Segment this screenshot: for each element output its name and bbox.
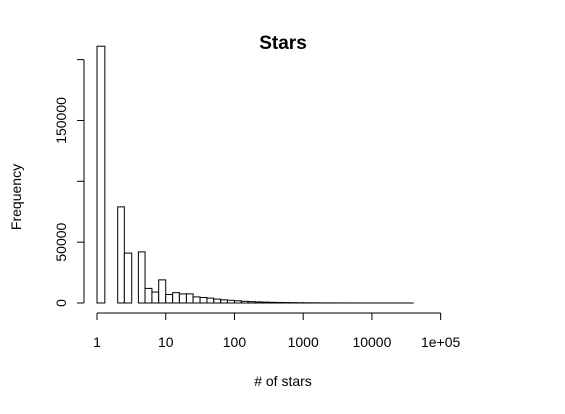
histogram-bar-12 bbox=[178, 293, 187, 304]
chart-title: Stars bbox=[259, 33, 307, 54]
y-axis-label: Frequency bbox=[8, 164, 24, 230]
histogram-bar-26 bbox=[275, 301, 284, 304]
x-axis: 1 10 100 1000 10000 1e+05 bbox=[93, 312, 461, 350]
histogram-bar-25 bbox=[268, 301, 277, 304]
x-tick-label-2: 100 bbox=[223, 334, 247, 350]
x-tick-label-1: 10 bbox=[158, 334, 174, 350]
histogram-bar-20 bbox=[233, 300, 242, 304]
histogram-bar-19 bbox=[226, 299, 235, 304]
histogram-bar-23 bbox=[254, 301, 263, 304]
x-axis-label: # of stars bbox=[254, 373, 312, 389]
histogram-bar-0 bbox=[96, 45, 106, 304]
histogram-bar-11 bbox=[172, 292, 180, 304]
histogram-bar-17 bbox=[213, 298, 222, 304]
histogram-bar-14 bbox=[192, 296, 201, 304]
histogram-bar-13 bbox=[185, 293, 194, 304]
histogram-bar-22 bbox=[247, 301, 256, 304]
histogram-bar-3 bbox=[117, 206, 125, 304]
histogram-bar-18 bbox=[220, 299, 228, 304]
histogram-bar-10 bbox=[165, 293, 174, 304]
y-tick-label-1: 50000 bbox=[53, 222, 69, 261]
y-axis: 0 50000 150000 bbox=[53, 59, 85, 307]
x-tick-label-5: 1e+05 bbox=[421, 334, 461, 350]
x-tick-label-0: 1 bbox=[93, 334, 101, 350]
y-tick-label-0: 0 bbox=[53, 299, 69, 307]
histogram-bar-9 bbox=[158, 279, 167, 304]
histogram-bar-8 bbox=[151, 291, 160, 304]
x-tick-label-4: 10000 bbox=[352, 334, 391, 350]
histogram-bar-16 bbox=[206, 297, 215, 304]
histogram-bar-7 bbox=[144, 287, 153, 304]
histogram-bar-21 bbox=[240, 300, 249, 304]
histogram-bar-4 bbox=[123, 252, 133, 304]
histogram-bars bbox=[96, 45, 414, 304]
histogram-bar-6 bbox=[137, 251, 146, 304]
x-tick-label-3: 1000 bbox=[288, 334, 319, 350]
histogram-bar-15 bbox=[199, 297, 208, 304]
histogram-bar-24 bbox=[261, 301, 270, 304]
y-tick-label-3: 150000 bbox=[53, 97, 69, 144]
